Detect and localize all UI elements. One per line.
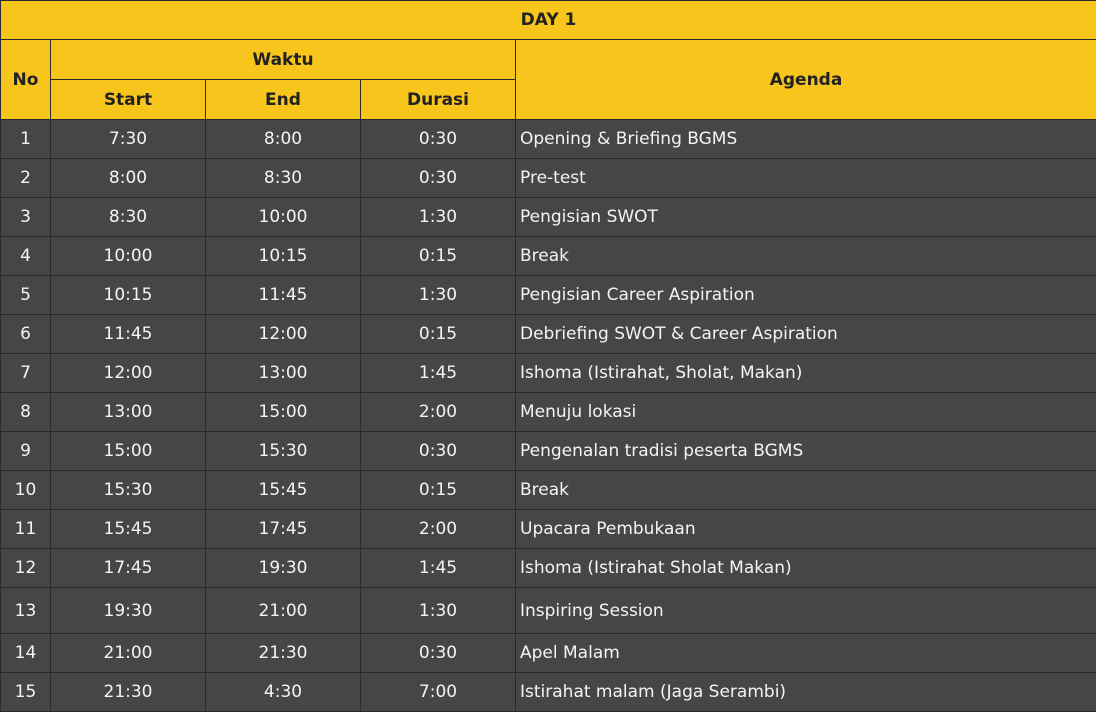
table-row: 12 17:45 19:30 1:45 Ishoma (Istirahat Sholat… <box>0 548 1096 588</box>
cell-end: 15:00 <box>205 392 361 432</box>
schedule-body: 1 7:30 8:00 0:30 Opening & Briefing BGMS 2 8:0… <box>0 119 1096 712</box>
table-row: 13 19:30 21:00 1:30 Inspiring Session <box>0 587 1096 634</box>
table-row: 1 7:30 8:00 0:30 Opening & Briefing BGMS <box>0 119 1096 159</box>
cell-start: 15:00 <box>50 431 206 471</box>
cell-agenda: Istirahat malam (Jaga Serambi) <box>514 672 1096 712</box>
cell-start: 19:30 <box>50 587 206 634</box>
cell-start: 21:00 <box>50 633 206 673</box>
cell-durasi: 0:30 <box>360 119 516 159</box>
cell-no: 13 <box>0 587 51 634</box>
cell-start: 8:30 <box>50 197 206 237</box>
cell-no: 6 <box>0 314 51 354</box>
cell-no: 7 <box>0 353 51 393</box>
cell-no: 4 <box>0 236 51 276</box>
cell-end: 21:30 <box>205 633 361 673</box>
table-row: 4 10:00 10:15 0:15 Break <box>0 236 1096 276</box>
cell-end: 8:00 <box>205 119 361 159</box>
cell-start: 17:45 <box>50 548 206 588</box>
cell-agenda: Inspiring Session <box>514 587 1096 634</box>
cell-no: 1 <box>0 119 51 159</box>
cell-durasi: 0:30 <box>360 158 516 198</box>
header-durasi: Durasi <box>360 79 516 120</box>
cell-end: 21:00 <box>205 587 361 634</box>
cell-agenda: Break <box>514 236 1096 276</box>
cell-agenda: Pengenalan tradisi peserta BGMS <box>514 431 1096 471</box>
cell-no: 10 <box>0 470 51 510</box>
header-no: No <box>0 39 51 120</box>
cell-durasi: 0:15 <box>360 236 516 276</box>
cell-agenda: Pengisian Career Aspiration <box>514 275 1096 315</box>
table-row: 6 11:45 12:00 0:15 Debriefing SWOT & Career … <box>0 314 1096 354</box>
table-row: 8 13:00 15:00 2:00 Menuju lokasi <box>0 392 1096 432</box>
cell-durasi: 0:30 <box>360 633 516 673</box>
cell-start: 7:30 <box>50 119 206 159</box>
cell-agenda: Apel Malam <box>514 633 1096 673</box>
table-row: 14 21:00 21:30 0:30 Apel Malam <box>0 633 1096 673</box>
cell-durasi: 1:30 <box>360 587 516 634</box>
cell-agenda: Pengisian SWOT <box>514 197 1096 237</box>
cell-durasi: 1:45 <box>360 548 516 588</box>
cell-start: 10:15 <box>50 275 206 315</box>
cell-no: 11 <box>0 509 51 549</box>
table-row: 9 15:00 15:30 0:30 Pengenalan tradisi pesert… <box>0 431 1096 471</box>
cell-start: 13:00 <box>50 392 206 432</box>
cell-durasi: 1:30 <box>360 197 516 237</box>
cell-end: 13:00 <box>205 353 361 393</box>
cell-durasi: 1:30 <box>360 275 516 315</box>
table-row: 3 8:30 10:00 1:30 Pengisian SWOT <box>0 197 1096 237</box>
cell-no: 14 <box>0 633 51 673</box>
cell-agenda: Ishoma (Istirahat Sholat Makan) <box>514 548 1096 588</box>
header-waktu: Waktu <box>50 39 516 80</box>
header-agenda: Agenda <box>514 39 1096 120</box>
cell-start: 10:00 <box>50 236 206 276</box>
cell-no: 15 <box>0 672 51 712</box>
cell-end: 8:30 <box>205 158 361 198</box>
day-title: DAY 1 <box>0 0 1096 40</box>
table-row: 11 15:45 17:45 2:00 Upacara Pembukaan <box>0 509 1096 549</box>
cell-end: 15:30 <box>205 431 361 471</box>
cell-start: 8:00 <box>50 158 206 198</box>
cell-agenda: Pre-test <box>514 158 1096 198</box>
cell-durasi: 2:00 <box>360 392 516 432</box>
cell-start: 15:30 <box>50 470 206 510</box>
cell-start: 11:45 <box>50 314 206 354</box>
cell-durasi: 0:30 <box>360 431 516 471</box>
table-row: 2 8:00 8:30 0:30 Pre-test <box>0 158 1096 198</box>
cell-durasi: 7:00 <box>360 672 516 712</box>
table-row: 15 21:30 4:30 7:00 Istirahat malam (Jaga Ser… <box>0 672 1096 712</box>
cell-agenda: Break <box>514 470 1096 510</box>
cell-end: 15:45 <box>205 470 361 510</box>
cell-agenda: Menuju lokasi <box>514 392 1096 432</box>
cell-agenda: Debriefing SWOT & Career Aspiration <box>514 314 1096 354</box>
cell-end: 12:00 <box>205 314 361 354</box>
cell-no: 9 <box>0 431 51 471</box>
cell-end: 4:30 <box>205 672 361 712</box>
cell-end: 17:45 <box>205 509 361 549</box>
cell-durasi: 0:15 <box>360 470 516 510</box>
header-start: Start <box>50 79 206 120</box>
cell-end: 19:30 <box>205 548 361 588</box>
cell-start: 21:30 <box>50 672 206 712</box>
cell-end: 10:15 <box>205 236 361 276</box>
cell-agenda: Upacara Pembukaan <box>514 509 1096 549</box>
cell-no: 12 <box>0 548 51 588</box>
cell-start: 12:00 <box>50 353 206 393</box>
cell-start: 15:45 <box>50 509 206 549</box>
header-end: End <box>205 79 361 120</box>
table-row: 10 15:30 15:45 0:15 Break <box>0 470 1096 510</box>
cell-no: 3 <box>0 197 51 237</box>
cell-no: 5 <box>0 275 51 315</box>
cell-no: 8 <box>0 392 51 432</box>
cell-durasi: 2:00 <box>360 509 516 549</box>
cell-durasi: 0:15 <box>360 314 516 354</box>
cell-agenda: Opening & Briefing BGMS <box>514 119 1096 159</box>
cell-durasi: 1:45 <box>360 353 516 393</box>
table-row: 7 12:00 13:00 1:45 Ishoma (Istirahat, Sholat… <box>0 353 1096 393</box>
cell-no: 2 <box>0 158 51 198</box>
cell-end: 11:45 <box>205 275 361 315</box>
cell-agenda: Ishoma (Istirahat, Sholat, Makan) <box>514 353 1096 393</box>
table-row: 5 10:15 11:45 1:30 Pengisian Career Aspirati… <box>0 275 1096 315</box>
cell-end: 10:00 <box>205 197 361 237</box>
